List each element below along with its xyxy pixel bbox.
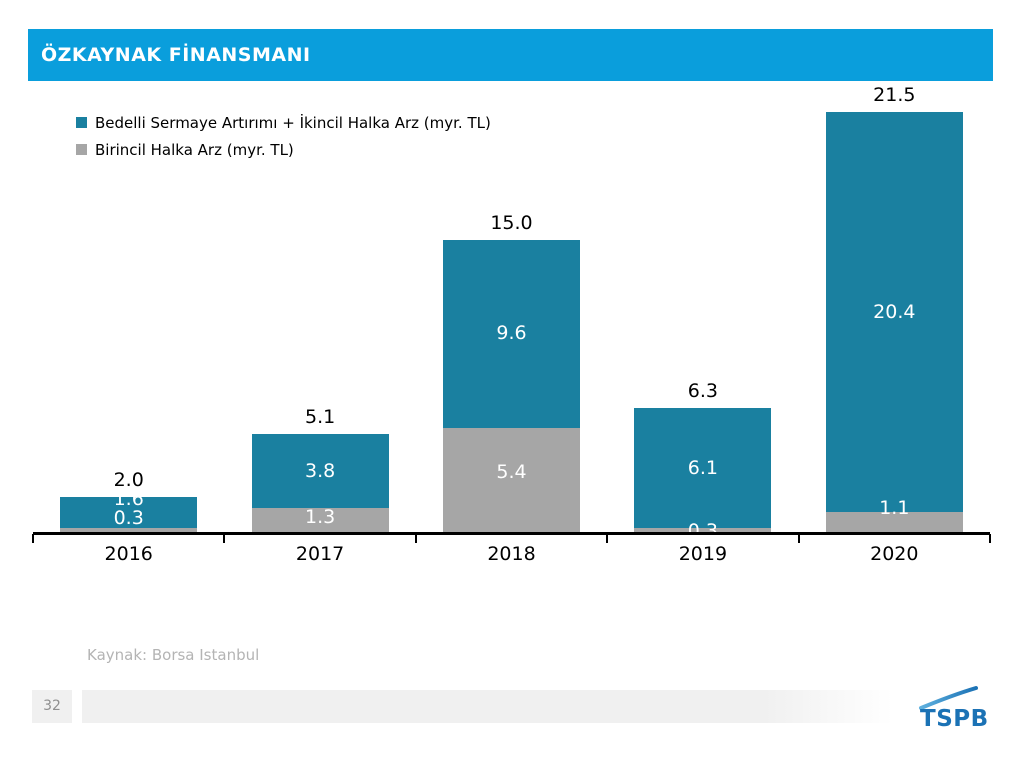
x-axis-label: 2016 bbox=[104, 543, 153, 565]
legend-item-secondary: Birincil Halka Arz (myr. TL) bbox=[76, 136, 491, 163]
bar-segment bbox=[634, 528, 772, 534]
logo-swoosh-icon bbox=[919, 686, 978, 710]
legend-label-secondary: Birincil Halka Arz (myr. TL) bbox=[95, 140, 294, 159]
axis-tick bbox=[797, 534, 800, 543]
bar-segment bbox=[60, 496, 198, 529]
title-bar: ÖZKAYNAK FİNANSMANI bbox=[28, 29, 993, 81]
bar-segment bbox=[443, 427, 580, 534]
bar-value-label: 3.8 bbox=[304, 459, 336, 482]
x-axis-label: 2017 bbox=[295, 543, 345, 565]
source-note: Kaynak: Borsa Istanbul bbox=[87, 646, 260, 664]
bar-value-label: 0.3 bbox=[687, 519, 718, 542]
bar-segment bbox=[825, 512, 963, 534]
bar-total-label: 5.1 bbox=[304, 405, 336, 428]
x-axis-line bbox=[33, 532, 990, 535]
bar-total-label: 6.3 bbox=[687, 380, 718, 403]
x-axis-label: 2018 bbox=[487, 543, 536, 565]
chart-legend: Bedelli Sermaye Artırımı + İkincil Halka… bbox=[76, 109, 491, 163]
axis-tick bbox=[989, 534, 991, 543]
bar-total-label: 2.0 bbox=[113, 468, 144, 491]
axis-tick bbox=[606, 534, 609, 543]
axis-tick bbox=[223, 534, 226, 543]
axis-tick bbox=[414, 534, 417, 543]
bar-value-label: 6.1 bbox=[687, 456, 718, 479]
bar-total-label: 15.0 bbox=[490, 211, 533, 234]
x-axis-label: 2020 bbox=[870, 543, 919, 565]
bar-segment bbox=[251, 508, 389, 534]
bar-value-label: 1.6 bbox=[113, 487, 144, 510]
legend-label-primary: Bedelli Sermaye Artırımı + İkincil Halka… bbox=[95, 113, 491, 132]
bar-total-label: 21.5 bbox=[873, 83, 916, 106]
page-title: ÖZKAYNAK FİNANSMANI bbox=[41, 44, 311, 66]
bar-value-label: 1.1 bbox=[879, 496, 910, 519]
tspb-logo: TSPB bbox=[906, 684, 996, 736]
bar-value-label: 0.3 bbox=[113, 506, 144, 529]
bar-segment bbox=[634, 408, 772, 529]
axis-tick bbox=[32, 534, 34, 543]
footer-bar bbox=[82, 690, 893, 723]
bar-segment bbox=[60, 528, 198, 534]
bar-value-label: 5.4 bbox=[496, 461, 527, 484]
bar-value-label: 1.3 bbox=[304, 505, 336, 528]
legend-swatch-secondary-icon bbox=[76, 144, 87, 155]
legend-item-primary: Bedelli Sermaye Artırımı + İkincil Halka… bbox=[76, 109, 491, 136]
logo-text: TSPB bbox=[920, 706, 989, 732]
bar-segment bbox=[443, 239, 580, 428]
bar-segment bbox=[251, 433, 389, 509]
bar-value-label: 9.6 bbox=[496, 322, 527, 345]
x-axis-label: 2019 bbox=[678, 543, 728, 565]
page-number: 32 bbox=[32, 690, 72, 723]
legend-swatch-primary-icon bbox=[76, 117, 87, 128]
bar-value-label: 20.4 bbox=[873, 300, 916, 323]
bar-segment bbox=[825, 111, 963, 513]
